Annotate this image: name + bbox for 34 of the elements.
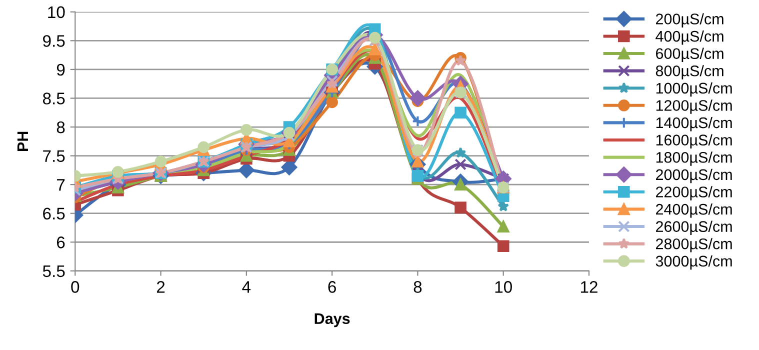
x-tick-label: 4 [242,281,251,293]
legend-label: 2400µS/cm [656,203,732,218]
legend-label: 1000µS/cm [656,82,732,97]
legend-label: 800µS/cm [656,65,724,80]
x-tick-label: 2 [156,281,165,293]
x-axis-title: Days [314,313,350,328]
x-tick-label: 8 [414,281,422,293]
y-tick-label: 8.5 [42,92,65,104]
legend-label: 600µS/cm [656,48,724,62]
y-tick-label: 7.5 [43,150,65,162]
y-tick-label: 9.5 [43,35,65,47]
legend-label: 200µS/cm [656,13,724,28]
x-tick-label: 6 [328,281,336,293]
legend-label: 1800µS/cm [656,152,732,166]
legend-label: 400µS/cm [656,30,724,45]
x-tick-label: 0 [71,281,80,293]
x-tick-label: 12 [580,281,598,293]
y-tick-label: 10 [48,6,65,18]
y-tick-label: 6 [56,236,65,248]
y-tick-label: 6.5 [43,208,65,220]
y-tick-label: 8 [56,121,65,134]
y-tick-label: 9 [56,64,65,76]
legend-label: 2600µS/cm [656,220,732,236]
legend-label: 3000µS/cm [656,255,732,270]
legend-label: 2000µS/cm [656,168,732,184]
legend-label: 1400µS/cm [656,116,732,132]
legend-label: 2200µS/cm [656,186,732,200]
legend-label: 1200µS/cm [656,100,732,114]
y-tick-label: 7 [57,179,65,191]
legend-label: 1600µS/cm [656,134,732,149]
legend-label: 2800µS/cm [656,238,732,252]
x-tick-label: 10 [495,281,512,293]
y-axis-title: PH [17,132,28,151]
y-tick-label: 5.5 [42,265,65,278]
